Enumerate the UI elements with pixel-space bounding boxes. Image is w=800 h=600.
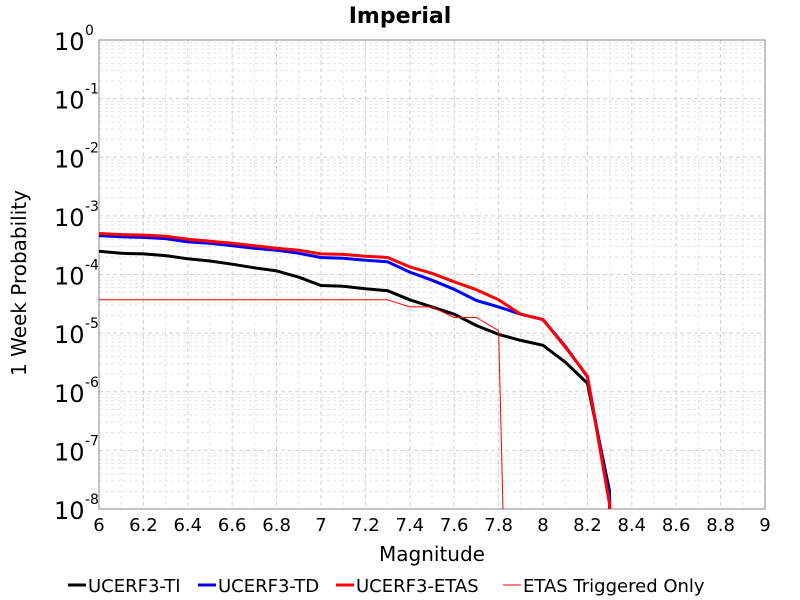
y-tick-exponent: -8 bbox=[85, 492, 99, 508]
legend-label: UCERF3-TI bbox=[88, 576, 181, 597]
y-axis-label: 1 Week Probability bbox=[7, 190, 31, 376]
x-tick-label: 9 bbox=[759, 515, 770, 536]
legend-item: UCERF3-TD bbox=[198, 576, 319, 597]
x-tick-label: 7.4 bbox=[395, 515, 424, 536]
x-tick-label: 6.6 bbox=[218, 515, 247, 536]
y-tick-exponent: -6 bbox=[85, 375, 99, 391]
legend: UCERF3-TI UCERF3-TD UCERF3-ETAS ETAS Trigge… bbox=[68, 576, 705, 597]
legend-item: UCERF3-ETAS bbox=[336, 576, 479, 597]
y-tick-exponent: -4 bbox=[85, 258, 99, 274]
x-tick-label: 7.6 bbox=[440, 515, 469, 536]
x-tick-label: 8.4 bbox=[617, 515, 646, 536]
y-tick-base: 10 bbox=[54, 204, 85, 232]
x-tick-label: 7.8 bbox=[484, 515, 513, 536]
y-tick-base: 10 bbox=[54, 438, 85, 466]
y-tick-base: 10 bbox=[54, 321, 85, 349]
legend-label: ETAS Triggered Only bbox=[523, 576, 705, 597]
y-tick-base: 10 bbox=[54, 145, 85, 173]
plot-area bbox=[98, 39, 766, 510]
y-tick-exponent: -1 bbox=[85, 82, 99, 98]
y-tick-exponent: -2 bbox=[85, 140, 99, 156]
y-tick-label: 10 -1 bbox=[54, 82, 99, 115]
y-tick-label: 10 -3 bbox=[54, 199, 99, 232]
y-tick-exponent: 0 bbox=[85, 23, 94, 39]
x-axis-label: Magnitude bbox=[379, 542, 485, 566]
x-tick-label: 8.2 bbox=[573, 515, 602, 536]
legend-item: ETAS Triggered Only bbox=[503, 576, 705, 597]
series-line-ucerf3-etas bbox=[98, 232, 612, 509]
y-tick-base: 10 bbox=[54, 497, 85, 525]
x-tick-label: 8 bbox=[537, 515, 548, 536]
x-tick-label: 6.4 bbox=[173, 515, 202, 536]
y-tick-label: 10 -8 bbox=[54, 492, 99, 525]
x-tick-label: 7 bbox=[315, 515, 326, 536]
y-tick-base: 10 bbox=[54, 263, 85, 291]
y-tick-base: 10 bbox=[54, 28, 85, 56]
series-line-ucerf3-ti bbox=[98, 249, 612, 509]
y-tick-exponent: -7 bbox=[85, 433, 99, 449]
y-tick-exponent: -5 bbox=[85, 316, 99, 332]
y-tick-label: 10 -5 bbox=[54, 316, 99, 349]
x-tick-label: 6.8 bbox=[262, 515, 291, 536]
y-tick-label: 10 -6 bbox=[54, 375, 99, 408]
y-tick-base: 10 bbox=[54, 380, 85, 408]
x-tick-label: 8.6 bbox=[662, 515, 691, 536]
grid bbox=[98, 39, 766, 510]
legend-label: UCERF3-ETAS bbox=[356, 576, 479, 597]
y-tick-label: 10 -7 bbox=[54, 433, 99, 466]
legend-label: UCERF3-TD bbox=[218, 576, 319, 597]
x-tick-label: 6.2 bbox=[129, 515, 158, 536]
x-tick-label: 7.2 bbox=[351, 515, 380, 536]
chart-title: Imperial bbox=[349, 4, 452, 29]
x-tick-label: 8.8 bbox=[706, 515, 735, 536]
x-axis-ticks: 6 6.2 6.4 6.6 6.8 7 7.2 7.4 7.6 7.8 8 8.2 8.4 8.6 8.8 9 bbox=[93, 515, 770, 536]
y-tick-label: 10 0 bbox=[54, 23, 94, 56]
x-tick-label: 6 bbox=[93, 515, 104, 536]
y-tick-label: 10 -2 bbox=[54, 140, 99, 173]
y-tick-base: 10 bbox=[54, 87, 85, 115]
legend-item: UCERF3-TI bbox=[68, 576, 181, 597]
series-line-etas-triggered-only bbox=[99, 299, 504, 510]
y-tick-exponent: -3 bbox=[85, 199, 99, 215]
y-tick-label: 10 -4 bbox=[54, 258, 99, 291]
series-layer bbox=[98, 232, 612, 510]
